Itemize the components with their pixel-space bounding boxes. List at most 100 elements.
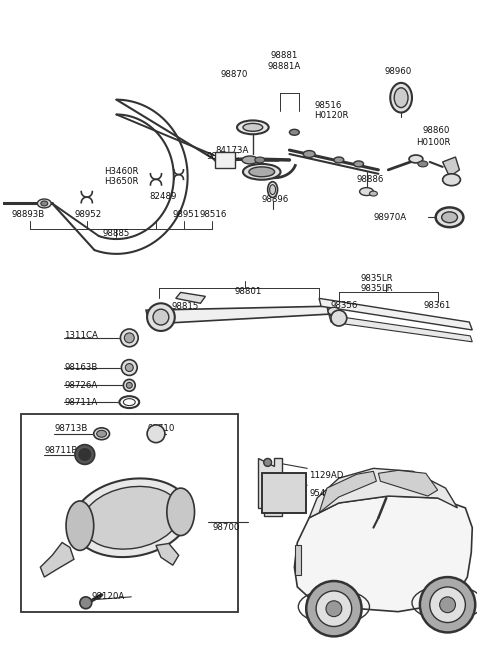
Text: 98361: 98361: [424, 301, 451, 310]
Ellipse shape: [37, 199, 51, 208]
Bar: [262, 474, 306, 513]
Ellipse shape: [82, 487, 180, 549]
Circle shape: [121, 360, 137, 375]
Text: 98886: 98886: [357, 176, 384, 184]
Circle shape: [124, 333, 134, 343]
Text: 82489: 82489: [149, 192, 177, 201]
Polygon shape: [258, 458, 281, 515]
Text: 98881
98881A: 98881 98881A: [268, 52, 301, 71]
Ellipse shape: [72, 478, 190, 557]
Text: 98163B: 98163B: [64, 363, 97, 372]
Ellipse shape: [436, 208, 463, 227]
Ellipse shape: [303, 151, 315, 157]
Circle shape: [120, 329, 138, 346]
Text: 98516
H0120R: 98516 H0120R: [314, 101, 348, 121]
Text: 98970A: 98970A: [373, 213, 407, 222]
Circle shape: [440, 597, 456, 612]
Ellipse shape: [167, 488, 194, 536]
Ellipse shape: [41, 201, 48, 206]
Text: 98120A: 98120A: [92, 592, 125, 601]
Bar: [216, 152, 235, 168]
Text: H3460R
H3650R: H3460R H3650R: [104, 167, 139, 187]
Circle shape: [264, 458, 272, 466]
Circle shape: [80, 597, 92, 608]
Polygon shape: [329, 315, 472, 342]
Text: 98951: 98951: [172, 210, 199, 219]
Ellipse shape: [243, 164, 280, 179]
Ellipse shape: [418, 161, 428, 167]
Text: 98860: 98860: [423, 126, 450, 135]
Circle shape: [430, 587, 466, 622]
Text: 98711B: 98711B: [44, 446, 78, 455]
Text: 98516: 98516: [200, 210, 227, 219]
Polygon shape: [309, 468, 457, 517]
Text: 98711A: 98711A: [64, 398, 97, 407]
Polygon shape: [294, 496, 472, 612]
Text: 1311CA: 1311CA: [64, 331, 98, 341]
Text: 98870: 98870: [220, 71, 248, 79]
Text: 98815: 98815: [172, 302, 199, 310]
Ellipse shape: [370, 191, 377, 196]
Polygon shape: [176, 292, 205, 303]
Text: 98960: 98960: [384, 67, 412, 75]
Text: 98700: 98700: [212, 523, 240, 532]
Circle shape: [126, 383, 132, 388]
Polygon shape: [319, 298, 472, 330]
Ellipse shape: [249, 167, 275, 177]
Polygon shape: [443, 157, 459, 177]
Text: 98726A: 98726A: [64, 381, 97, 390]
Polygon shape: [378, 470, 438, 496]
Text: 98940C: 98940C: [207, 153, 240, 162]
Ellipse shape: [94, 428, 109, 440]
Ellipse shape: [237, 121, 269, 134]
Ellipse shape: [66, 501, 94, 550]
Ellipse shape: [268, 181, 277, 198]
Ellipse shape: [390, 83, 412, 113]
Ellipse shape: [289, 129, 300, 135]
Text: 98885: 98885: [103, 229, 130, 238]
Ellipse shape: [334, 157, 344, 163]
Ellipse shape: [243, 123, 263, 131]
Ellipse shape: [442, 212, 457, 223]
Ellipse shape: [443, 174, 460, 185]
Text: 98893B: 98893B: [12, 210, 45, 219]
Ellipse shape: [96, 430, 107, 438]
Bar: [262, 474, 306, 513]
Circle shape: [79, 449, 91, 460]
Circle shape: [331, 310, 347, 326]
Polygon shape: [146, 307, 329, 324]
Ellipse shape: [242, 156, 258, 164]
Circle shape: [316, 591, 352, 626]
Text: 98356: 98356: [330, 301, 358, 310]
Polygon shape: [319, 472, 376, 513]
Ellipse shape: [354, 161, 363, 167]
Ellipse shape: [409, 155, 423, 163]
Text: 98713B: 98713B: [54, 424, 87, 434]
Text: 98710: 98710: [147, 424, 174, 434]
Circle shape: [306, 581, 361, 637]
Text: 98896: 98896: [262, 195, 289, 204]
Text: H0100R: H0100R: [416, 138, 450, 147]
Text: 1129AD: 1129AD: [309, 471, 344, 479]
Text: 95420: 95420: [309, 489, 336, 498]
Circle shape: [326, 601, 342, 616]
Bar: [295, 546, 301, 575]
Circle shape: [147, 303, 175, 331]
Polygon shape: [156, 544, 179, 565]
Ellipse shape: [270, 185, 276, 195]
Text: 84173A: 84173A: [216, 145, 249, 155]
Circle shape: [147, 425, 165, 443]
Ellipse shape: [394, 88, 408, 107]
Circle shape: [153, 309, 169, 325]
Circle shape: [125, 364, 133, 371]
Ellipse shape: [328, 307, 340, 315]
Ellipse shape: [255, 157, 264, 163]
Polygon shape: [40, 542, 74, 577]
Circle shape: [420, 577, 475, 633]
Circle shape: [123, 379, 135, 391]
Text: 98952: 98952: [74, 210, 101, 219]
Circle shape: [75, 445, 95, 464]
Ellipse shape: [360, 187, 373, 196]
Text: 9835LR
9835LR: 9835LR 9835LR: [360, 274, 393, 293]
Text: 98801: 98801: [234, 287, 262, 296]
